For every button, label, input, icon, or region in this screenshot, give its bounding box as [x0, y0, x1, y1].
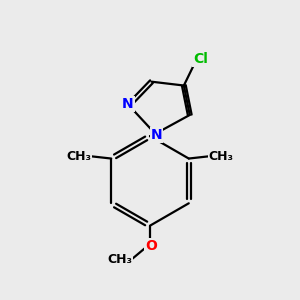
Text: N: N — [122, 97, 134, 111]
Text: N: N — [151, 128, 162, 142]
Text: CH₃: CH₃ — [107, 253, 132, 266]
Text: CH₃: CH₃ — [66, 150, 92, 163]
Text: Cl: Cl — [193, 52, 208, 66]
Text: CH₃: CH₃ — [208, 150, 234, 163]
Text: O: O — [146, 239, 158, 253]
